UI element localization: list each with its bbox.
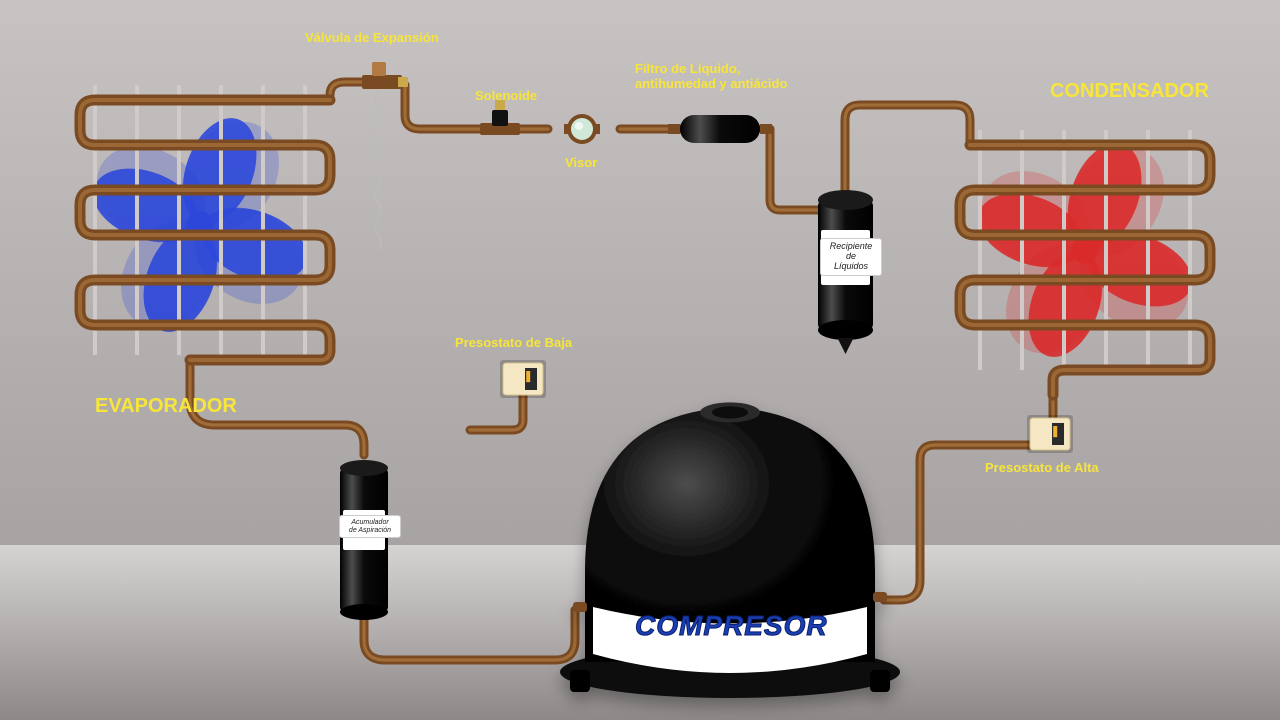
presostato-baja-label: Presostato de Baja xyxy=(455,335,572,350)
recipiente-label: Recipiente de Líquidos xyxy=(820,238,882,276)
acumulador-label: Acumulador de Aspiración xyxy=(339,515,401,538)
filtro-label: Filtro de Líquido, antihumedad y antiáci… xyxy=(635,62,787,92)
expansion-valve-label: Válvula de Expansión xyxy=(305,30,439,45)
visor-label: Visor xyxy=(565,155,597,170)
evaporador-label: EVAPORADOR xyxy=(95,395,237,418)
compresor-label: COMPRESOR xyxy=(635,610,828,642)
presostato-alta-label: Presostato de Alta xyxy=(985,460,1099,475)
condensador-label: CONDENSADOR xyxy=(1050,80,1209,103)
solenoide-label: Solenoide xyxy=(475,88,537,103)
